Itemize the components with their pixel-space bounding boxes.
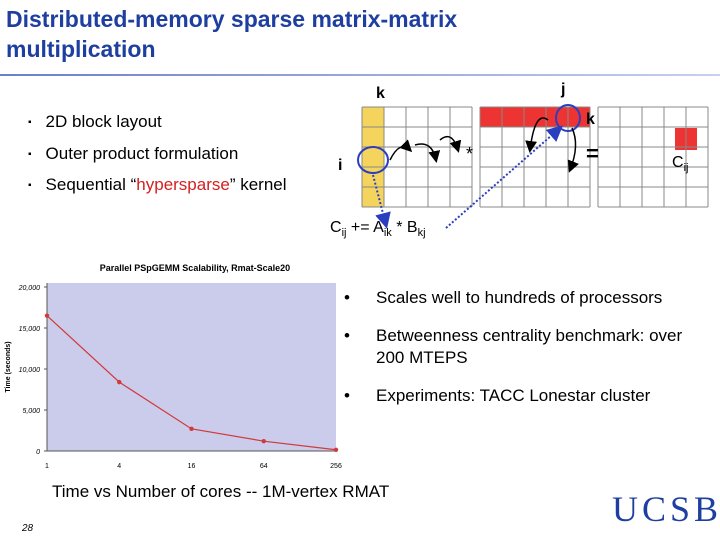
logo: UCSB (612, 489, 720, 529)
data-point (333, 447, 339, 452)
x-tick-label: 64 (260, 463, 268, 470)
formula-text: C (330, 219, 342, 236)
arrow (414, 143, 441, 163)
c-label: Cij (672, 154, 688, 174)
formula: Cij += Aik * Bkj (330, 219, 426, 239)
x-tick-label: 16 (188, 463, 196, 470)
arrow (439, 135, 462, 153)
bullet-text: 2D block layout (45, 112, 162, 131)
slide-title: Distributed-memory sparse matrix-matrix … (6, 6, 458, 62)
chart-title: Parallel PSpGEMM Scalability, Rmat-Scale… (100, 263, 290, 273)
y-tick-label: 0 (36, 449, 40, 456)
formula-subscript: ik (384, 227, 392, 239)
dotted-arrow (372, 174, 391, 229)
label: k (586, 111, 595, 128)
b-circle (555, 104, 581, 132)
chart: Parallel PSpGEMM Scalability, Rmat-Scale… (5, 263, 342, 470)
a-circle (357, 146, 389, 174)
arrow (567, 127, 579, 173)
bullet: Experiments: TACC Lonestar cluster (340, 385, 720, 407)
bullet: Sequential “hypersparse” kernel (28, 175, 287, 207)
title-rule (0, 74, 720, 76)
data-point (189, 426, 194, 432)
dotted-arrow (445, 125, 564, 229)
arrow (389, 139, 413, 161)
x-tick-label: 4 (117, 463, 121, 470)
label: k (376, 85, 385, 102)
matrix-diagram: k j k i * = Cij Cij += Aik * Bkj (330, 81, 709, 239)
bullet-text: Sequential “ (45, 175, 137, 194)
operator: * (466, 144, 473, 164)
bullet: Scales well to hundreds of processors (340, 287, 720, 309)
text: C (672, 154, 684, 171)
matrix-grids (361, 106, 709, 208)
caption: Time vs Number of cores -- 1M-vertex RMA… (52, 482, 390, 501)
b-row (480, 107, 590, 127)
x-tick-label: 1 (45, 463, 49, 470)
formula-subscript: ij (342, 227, 347, 239)
page-number: 28 (22, 523, 34, 534)
y-tick-label: 15,000 (19, 326, 41, 333)
formula-subscript: kj (418, 227, 426, 239)
bullet-text: Outer product formulation (45, 143, 239, 163)
bullet: Betweenness centrality benchmark: over 2… (340, 325, 706, 369)
plot-area (47, 283, 336, 451)
x-tick-label: 256 (330, 463, 342, 470)
data-point (261, 438, 266, 444)
right-bullets: Scales well to hundreds of processors Be… (340, 287, 720, 423)
bullet: Outer product formulation (28, 144, 287, 176)
arrow (525, 117, 549, 153)
bullet-text: ” kernel (229, 175, 287, 194)
y-tick-label: 20,000 (18, 285, 41, 292)
label: i (338, 157, 342, 174)
data-point (117, 379, 122, 385)
y-axis-label: Time (seconds) (5, 341, 12, 392)
a-column (362, 107, 384, 207)
y-tick-label: 5,000 (22, 408, 40, 415)
bullet-text-highlight: hypersparse (136, 175, 230, 194)
subscript: ij (684, 162, 689, 174)
label: j (560, 81, 565, 98)
data-point (44, 313, 50, 318)
y-tick-label: 10,000 (19, 367, 41, 374)
formula-text: * B (392, 219, 418, 236)
bullet: 2D block layout (28, 112, 287, 144)
formula-text: += A (346, 219, 384, 236)
operator: = (586, 141, 599, 166)
left-bullets: 2D block layout Outer product formulatio… (28, 112, 287, 207)
